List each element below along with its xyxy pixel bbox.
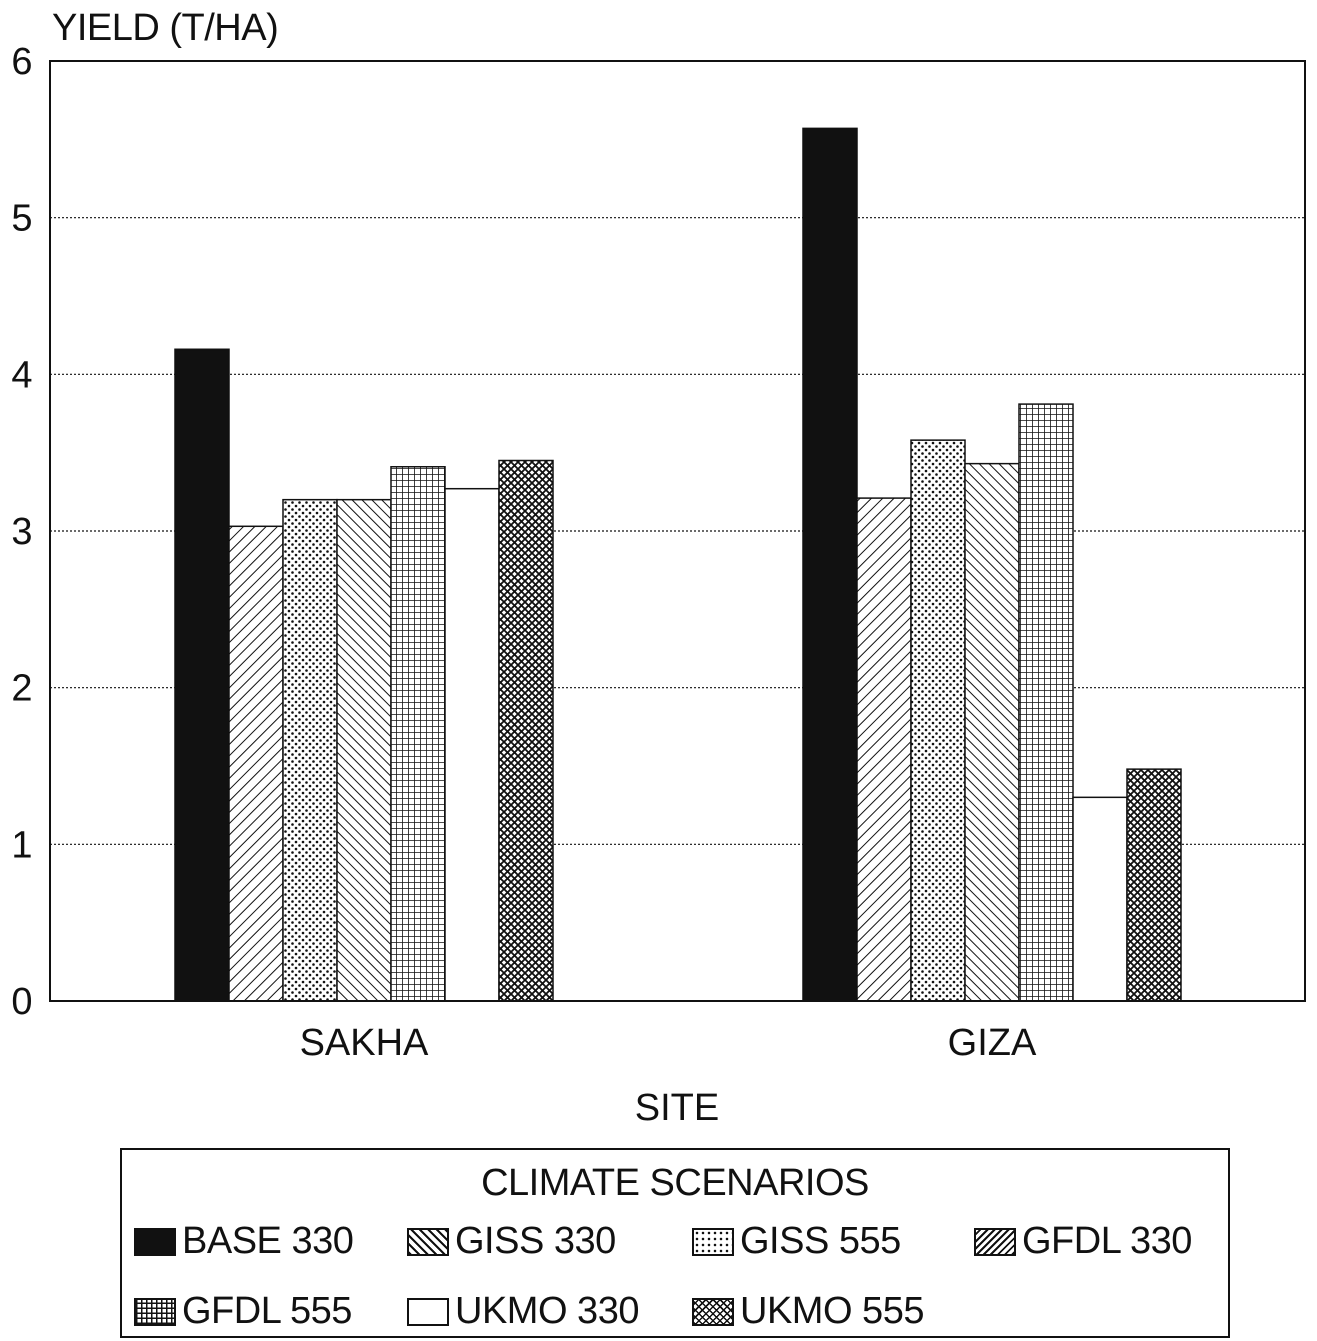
legend-label: GFDL 330 [1022, 1220, 1192, 1262]
bar-base-330-giza [802, 127, 858, 1002]
x-axis-label: SITE [635, 1087, 719, 1129]
bar-chart: YIELD (T/HA) SITE 0 1 2 3 4 5 6 SAKHA GIZA [11, 7, 1306, 1129]
legend-item: UKMO 555 [692, 1290, 924, 1333]
legend-swatch [692, 1297, 734, 1326]
bar-giss-555-giza [910, 439, 966, 1002]
y-tick-label: 4 [11, 354, 32, 396]
legend-item: UKMO 330 [407, 1290, 639, 1333]
legend-item: GISS 555 [692, 1220, 901, 1263]
plot-frame [49, 60, 1306, 1002]
bar-gfdl-555-sakha [390, 466, 446, 1002]
category-label: GIZA [948, 1022, 1037, 1064]
legend-label: GISS 555 [740, 1220, 901, 1262]
legend-label: UKMO 330 [455, 1290, 639, 1332]
bar-gfdl-330-sakha [336, 498, 392, 1002]
legend-title: CLIMATE SCENARIOS [481, 1162, 869, 1204]
legend-swatch [692, 1227, 734, 1256]
bar-gfdl-330-giza [964, 462, 1020, 1002]
legend-swatch [134, 1297, 176, 1326]
bar-base-330-sakha [174, 348, 230, 1002]
legend-label: GFDL 555 [182, 1290, 352, 1332]
legend-swatch [407, 1227, 449, 1256]
legend-swatch [974, 1227, 1016, 1256]
legend-label: UKMO 555 [740, 1290, 924, 1332]
y-tick-label: 5 [11, 198, 32, 240]
bars [174, 127, 1182, 1002]
y-tick-labels: 0 1 2 3 4 5 6 [11, 41, 32, 1023]
legend-item: GISS 330 [407, 1220, 616, 1263]
y-tick-label: 1 [11, 824, 32, 866]
y-tick-label: 0 [11, 981, 32, 1023]
bar-giss-330-sakha [228, 525, 284, 1002]
bar-ukmo-330-giza [1072, 796, 1128, 1002]
bar-ukmo-555-giza [1126, 768, 1182, 1002]
legend-item: GFDL 330 [974, 1220, 1192, 1263]
legend-swatch [134, 1227, 176, 1256]
x-tick-labels: SAKHA GIZA [300, 1022, 1037, 1064]
legend: CLIMATE SCENARIOS BASE 330 GISS 330 GISS 5… [120, 1148, 1230, 1338]
bar-ukmo-555-sakha [498, 459, 554, 1002]
y-axis-label: YIELD (T/HA) [52, 7, 278, 49]
bar-gfdl-555-giza [1018, 403, 1074, 1002]
legend-item: GFDL 555 [134, 1290, 352, 1333]
bar-giss-555-sakha [282, 498, 338, 1002]
legend-label: GISS 330 [455, 1220, 616, 1262]
y-tick-label: 3 [11, 511, 32, 553]
category-label: SAKHA [300, 1022, 429, 1064]
legend-label: BASE 330 [182, 1220, 354, 1262]
bar-ukmo-330-sakha [444, 487, 500, 1002]
legend-item: BASE 330 [134, 1220, 354, 1263]
y-tick-label: 2 [11, 668, 32, 710]
y-tick-label: 6 [11, 41, 32, 83]
legend-swatch [407, 1297, 449, 1326]
bar-giss-330-giza [856, 497, 912, 1002]
